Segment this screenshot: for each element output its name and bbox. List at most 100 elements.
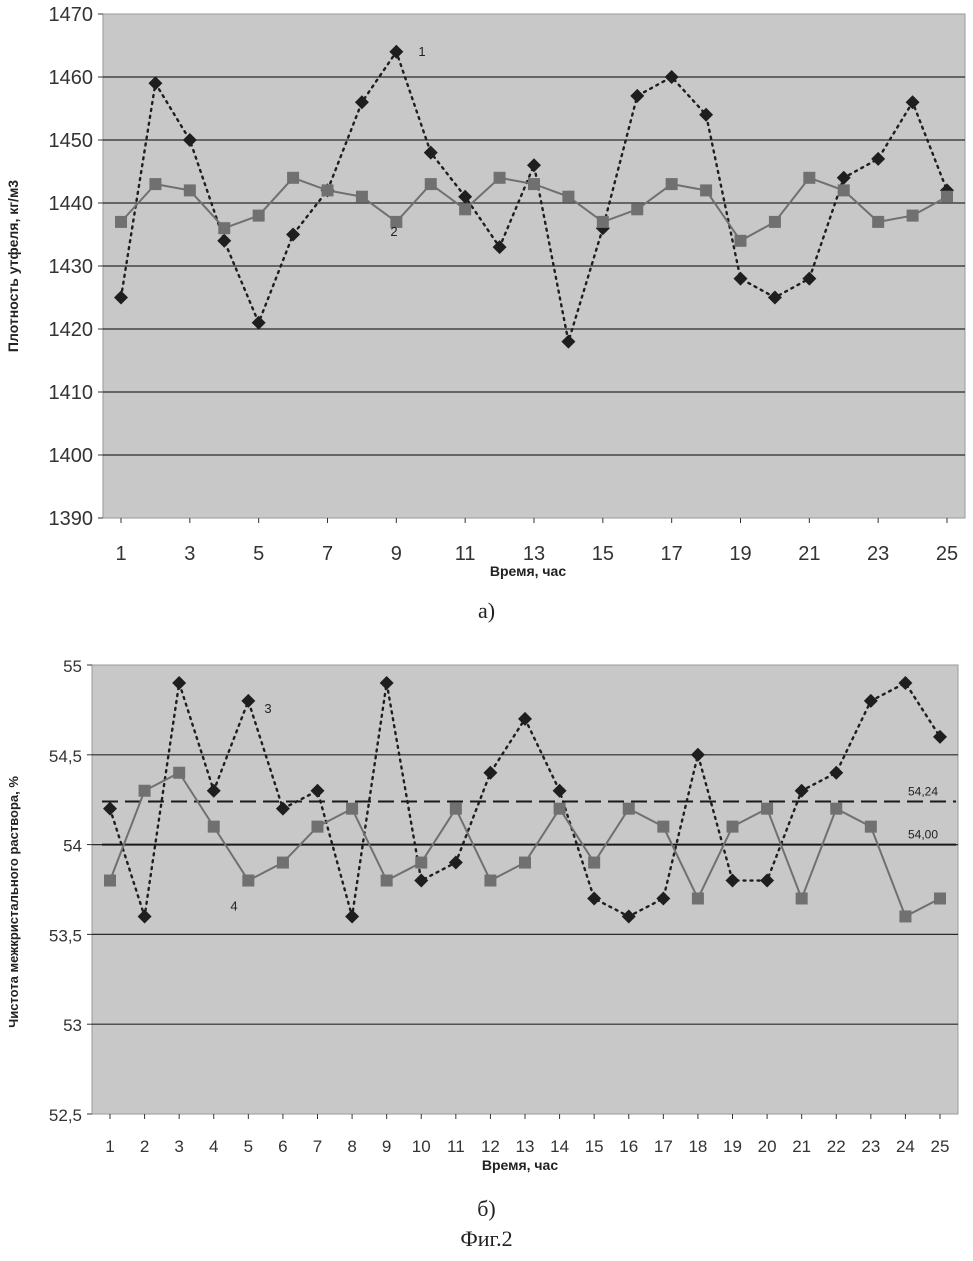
x-axis-label: Время, час: [490, 563, 566, 579]
reference-line-label: 54,00: [908, 828, 938, 842]
data-point: [484, 875, 496, 887]
series-label: 3: [264, 701, 271, 716]
data-point: [796, 892, 808, 904]
data-point: [761, 803, 773, 815]
y-tick-label: 52,5: [49, 1106, 82, 1125]
caption-b: б): [0, 1196, 973, 1222]
y-tick-label: 53: [63, 1016, 82, 1035]
x-tick-label: 11: [455, 543, 476, 565]
x-tick-label: 23: [861, 1137, 880, 1156]
data-point: [588, 857, 600, 869]
data-point: [623, 803, 635, 815]
data-point: [519, 857, 531, 869]
data-point: [494, 172, 506, 184]
data-point: [907, 210, 919, 222]
x-axis-label: Время, час: [482, 1157, 558, 1173]
x-tick-label: 3: [184, 543, 195, 565]
data-point: [287, 172, 299, 184]
x-tick-label: 7: [322, 543, 333, 565]
data-point: [865, 821, 877, 833]
x-tick-label: 15: [592, 543, 614, 565]
x-tick-label: 9: [391, 543, 402, 565]
data-point: [934, 892, 946, 904]
data-point: [242, 875, 254, 887]
data-point: [666, 178, 678, 190]
series-label: 1: [418, 44, 425, 59]
x-tick-label: 13: [523, 543, 545, 565]
x-tick-label: 7: [313, 1137, 322, 1156]
data-point: [597, 216, 609, 228]
data-point: [727, 821, 739, 833]
data-point: [381, 875, 393, 887]
x-tick-label: 17: [661, 543, 683, 565]
data-point: [450, 803, 462, 815]
y-tick-label: 1410: [49, 382, 94, 404]
x-tick-label: 9: [382, 1137, 391, 1156]
data-point: [528, 178, 540, 190]
data-point: [253, 210, 265, 222]
data-point: [941, 191, 953, 203]
y-tick-label: 1420: [49, 319, 94, 341]
data-point: [459, 203, 471, 215]
y-axis-label: Плотность утфеля, кг/м3: [5, 180, 21, 352]
data-point: [356, 191, 368, 203]
series-label: 4: [230, 899, 237, 914]
data-point: [218, 222, 230, 234]
data-point: [631, 203, 643, 215]
y-tick-label: 1450: [49, 130, 94, 152]
caption-a: а): [0, 598, 973, 624]
data-point: [173, 767, 185, 779]
series-label: 2: [390, 224, 397, 239]
data-point: [872, 216, 884, 228]
x-tick-label: 4: [209, 1137, 218, 1156]
data-point: [657, 821, 669, 833]
data-point: [838, 184, 850, 196]
data-point: [735, 235, 747, 247]
y-tick-label: 1460: [49, 67, 94, 89]
x-tick-label: 19: [729, 543, 751, 565]
x-tick-label: 6: [278, 1137, 287, 1156]
x-tick-label: 21: [798, 543, 820, 565]
purity-chart: 54,2454,00 52,55353,55454,555 1234567891…: [0, 640, 973, 1180]
data-point: [803, 172, 815, 184]
x-tick-label: 25: [936, 543, 958, 565]
x-tick-label: 12: [481, 1137, 500, 1156]
x-tick-label: 24: [896, 1137, 915, 1156]
x-tick-label: 8: [347, 1137, 356, 1156]
x-tick-label: 20: [758, 1137, 777, 1156]
x-tick-label: 3: [174, 1137, 183, 1156]
y-tick-label: 1400: [49, 445, 94, 467]
data-point: [104, 875, 116, 887]
data-point: [184, 184, 196, 196]
x-tick-label: 21: [792, 1137, 811, 1156]
x-tick-label: 18: [688, 1137, 707, 1156]
plot-area: [92, 665, 958, 1114]
x-tick-label: 22: [827, 1137, 846, 1156]
x-tick-label: 25: [931, 1137, 950, 1156]
data-point: [322, 184, 334, 196]
data-point: [692, 892, 704, 904]
x-tick-label: 2: [140, 1137, 149, 1156]
data-point: [899, 910, 911, 922]
data-point: [149, 178, 161, 190]
y-tick-label: 53,5: [49, 926, 82, 945]
x-tick-label: 13: [516, 1137, 535, 1156]
figure-label: Фиг.2: [0, 1226, 973, 1252]
y-tick-label: 55: [63, 657, 82, 676]
data-point: [769, 216, 781, 228]
data-point: [700, 184, 712, 196]
x-tick-label: 15: [585, 1137, 604, 1156]
y-axis-label: Чистота межкристального раствора, %: [6, 776, 21, 1028]
y-tick-label: 54,5: [49, 747, 82, 766]
data-point: [346, 803, 358, 815]
reference-line-label: 54,24: [908, 784, 938, 798]
data-point: [115, 216, 127, 228]
y-tick-label: 1390: [49, 508, 94, 530]
x-tick-label: 17: [654, 1137, 673, 1156]
data-point: [425, 178, 437, 190]
x-tick-label: 19: [723, 1137, 742, 1156]
x-tick-label: 10: [412, 1137, 431, 1156]
x-tick-label: 23: [867, 543, 889, 565]
data-point: [562, 191, 574, 203]
data-point: [139, 785, 151, 797]
